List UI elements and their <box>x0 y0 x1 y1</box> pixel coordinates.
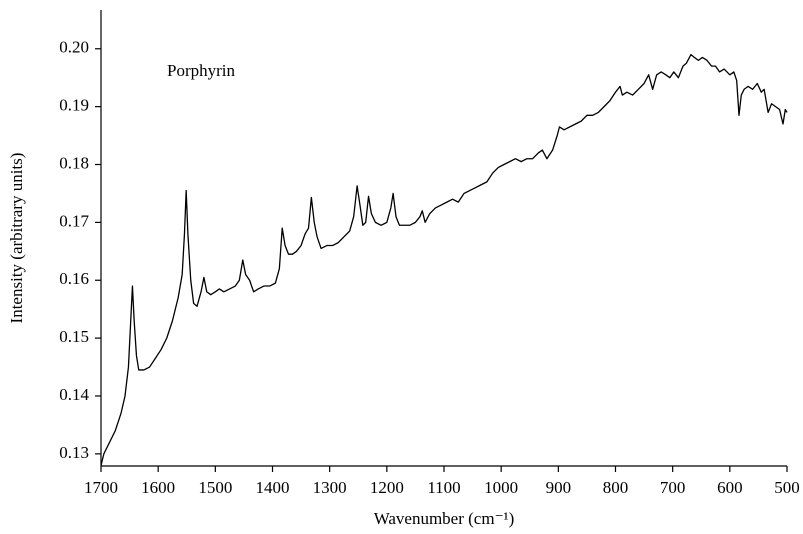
annotation: Porphyrin <box>167 61 236 80</box>
y-tick-label: 0.14 <box>59 385 89 404</box>
x-tick-label: 1300 <box>313 478 347 497</box>
x-axis-label: Wavenumber (cm⁻¹) <box>374 509 515 528</box>
x-tick-label: 600 <box>717 478 743 497</box>
y-tick-label: 0.16 <box>59 269 89 288</box>
spectrum-line <box>100 53 788 466</box>
y-tick-label: 0.13 <box>59 443 89 462</box>
x-tick-label: 1000 <box>484 478 518 497</box>
x-tick-label: 1500 <box>198 478 232 497</box>
x-tick-label: 500 <box>774 478 800 497</box>
y-tick-label: 0.18 <box>59 153 89 172</box>
y-axis-label: Intensity (arbitrary units) <box>7 153 26 324</box>
x-tick-label: 700 <box>660 478 686 497</box>
y-tick-label: 0.20 <box>59 38 89 57</box>
y-tick-label: 0.19 <box>59 96 89 115</box>
x-tick-label: 1600 <box>141 478 175 497</box>
x-tick-label: 800 <box>603 478 629 497</box>
x-tick-label: 1700 <box>84 478 118 497</box>
x-tick-label: 1100 <box>427 478 460 497</box>
y-tick-label: 0.17 <box>59 211 89 230</box>
x-tick-label: 900 <box>546 478 572 497</box>
x-tick-label: 1400 <box>256 478 290 497</box>
y-tick-label: 0.15 <box>59 327 89 346</box>
x-tick-label: 1200 <box>370 478 404 497</box>
